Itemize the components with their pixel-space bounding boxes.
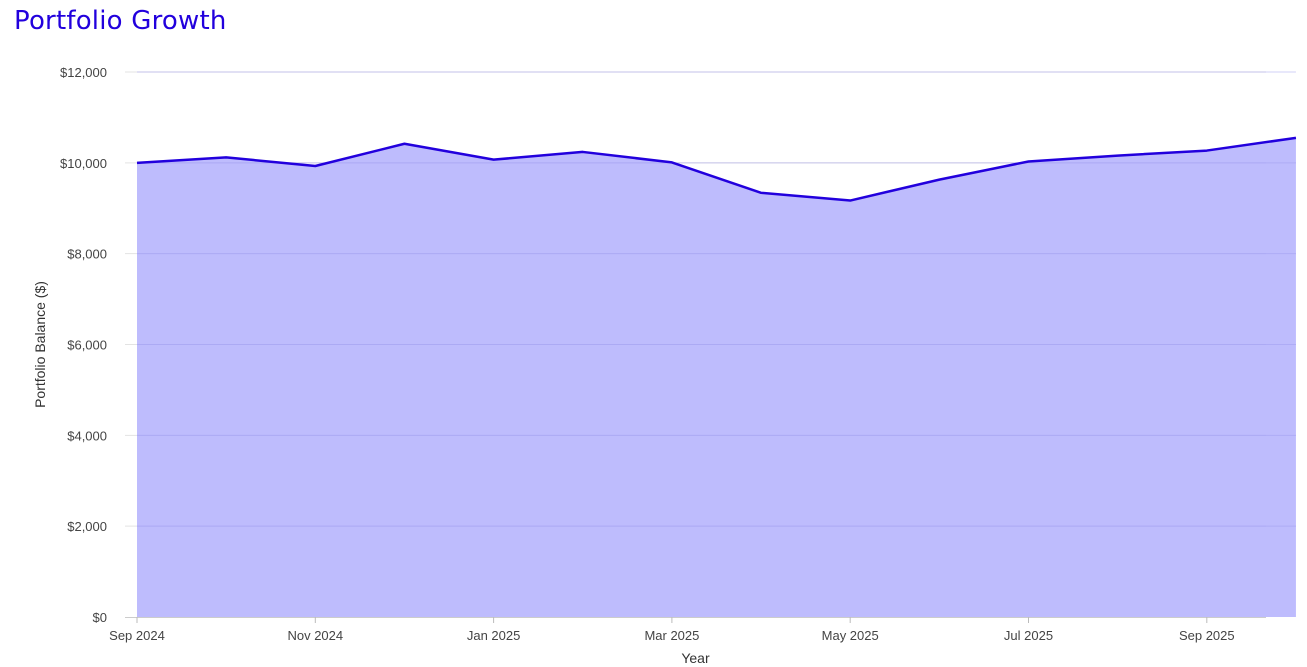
data-point [759, 191, 763, 195]
data-point [937, 178, 941, 182]
data-point [402, 142, 406, 146]
y-tick-label: $8,000 [67, 247, 107, 262]
x-tick-labels: Sep 2024 Nov 2024 Jan 2025 Mar 2025 May 2025… [109, 617, 1235, 643]
x-tick-label: Jul 2025 [1004, 628, 1053, 643]
y-tick-label: $12,000 [60, 65, 107, 80]
data-point [1205, 149, 1209, 153]
series-area-layer [135, 71, 1298, 617]
data-point [670, 160, 674, 164]
y-tick-label: $4,000 [67, 428, 107, 443]
x-tick-label: May 2025 [822, 628, 879, 643]
data-point [135, 161, 139, 165]
y-tick-label: $10,000 [60, 156, 107, 171]
data-point [224, 155, 228, 159]
y-tick-labels: $0 $2,000 $4,000 $6,000 $8,000 $10,000 $12,000 [60, 65, 107, 625]
data-point [1294, 136, 1298, 140]
x-tick-label: Sep 2025 [1179, 628, 1235, 643]
x-tick-label: Sep 2024 [109, 628, 165, 643]
x-axis-title: Year [681, 650, 710, 666]
series-area-fill [137, 137, 1296, 617]
y-tick-label: $2,000 [67, 519, 107, 534]
data-point [848, 199, 852, 203]
data-point [581, 150, 585, 154]
x-tick-label: Jan 2025 [467, 628, 521, 643]
data-point [1027, 159, 1031, 163]
data-point [492, 158, 496, 162]
data-point [313, 164, 317, 168]
y-tick-label: $6,000 [67, 338, 107, 353]
chart-title: Portfolio Growth [14, 6, 227, 36]
x-tick-label: Mar 2025 [644, 628, 699, 643]
y-axis-title: Portfolio Balance ($) [32, 281, 48, 408]
data-point [1116, 154, 1120, 158]
y-tick-label: $0 [93, 610, 107, 625]
series-line [136, 136, 1297, 202]
x-tick-label: Nov 2024 [287, 628, 343, 643]
